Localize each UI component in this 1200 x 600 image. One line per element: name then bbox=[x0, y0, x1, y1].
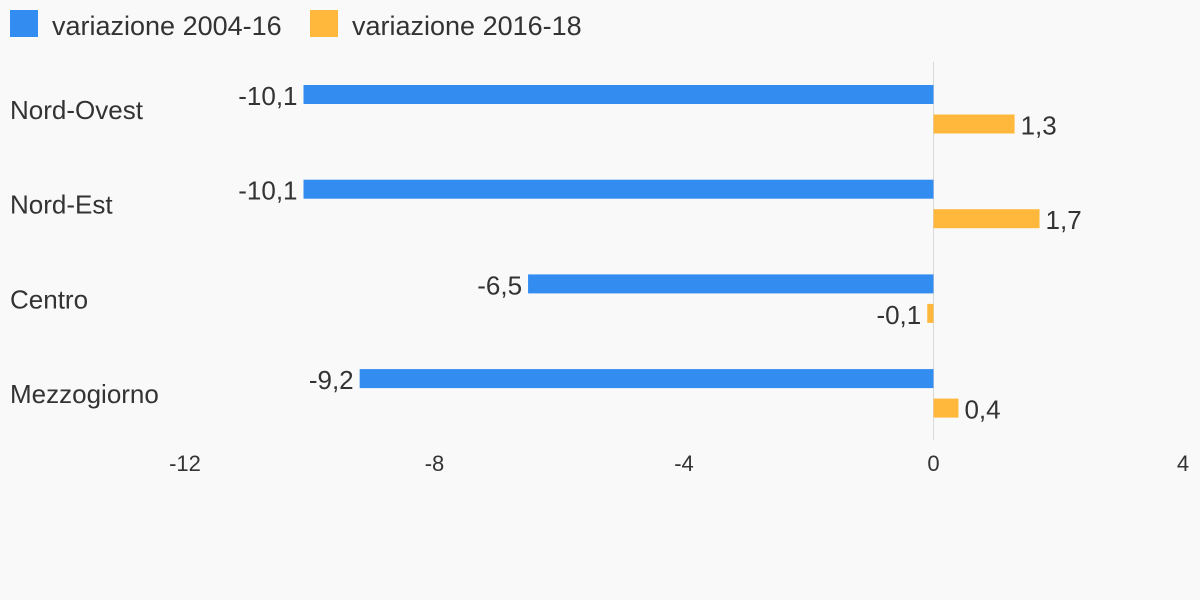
data-label-series-2: -0,1 bbox=[876, 300, 921, 330]
category-label: Centro bbox=[10, 284, 88, 314]
x-axis-ticks: -12 -8 -4 0 4 bbox=[169, 451, 1189, 476]
x-tick-label: 0 bbox=[927, 451, 939, 476]
x-tick-label: -4 bbox=[674, 451, 694, 476]
data-label-series-2: 0,4 bbox=[964, 395, 1000, 425]
bar-series-2 bbox=[933, 209, 1040, 229]
category-label: Mezzogiorno bbox=[10, 379, 159, 409]
data-label-series-2: 1,3 bbox=[1021, 111, 1057, 141]
bar-series-1 bbox=[528, 274, 934, 294]
x-tick-label: -8 bbox=[425, 451, 445, 476]
data-labels: -10,1 1,3 -10,1 1,7 -6,5 -0,1 -9,2 0,4 bbox=[238, 81, 1081, 425]
category-labels: Nord-Ovest Nord-Est Centro Mezzogiorno bbox=[10, 95, 159, 409]
legend: variazione 2004-16 variazione 2016-18 bbox=[10, 10, 582, 41]
category-label: Nord-Ovest bbox=[10, 95, 144, 125]
data-label-series-1: -10,1 bbox=[238, 176, 297, 206]
bar-series-2 bbox=[933, 114, 1015, 134]
legend-swatch-series-1 bbox=[10, 10, 38, 37]
bar-series-1 bbox=[359, 369, 934, 389]
data-label-series-2: 1,7 bbox=[1046, 205, 1082, 235]
category-label: Nord-Est bbox=[10, 190, 113, 220]
bar-series-2 bbox=[933, 398, 959, 418]
legend-swatch-series-2 bbox=[310, 10, 338, 37]
legend-label-series-2: variazione 2016-18 bbox=[352, 11, 582, 41]
data-label-series-1: -6,5 bbox=[477, 270, 522, 300]
bars bbox=[303, 85, 1040, 418]
data-label-series-1: -9,2 bbox=[309, 365, 354, 395]
legend-label-series-1: variazione 2004-16 bbox=[52, 11, 282, 41]
bar-series-2 bbox=[927, 303, 934, 323]
bar-series-1 bbox=[303, 85, 934, 104]
x-tick-label: 4 bbox=[1177, 451, 1189, 476]
x-tick-label: -12 bbox=[169, 451, 201, 476]
data-label-series-1: -10,1 bbox=[238, 81, 297, 111]
bar-series-1 bbox=[303, 179, 934, 199]
